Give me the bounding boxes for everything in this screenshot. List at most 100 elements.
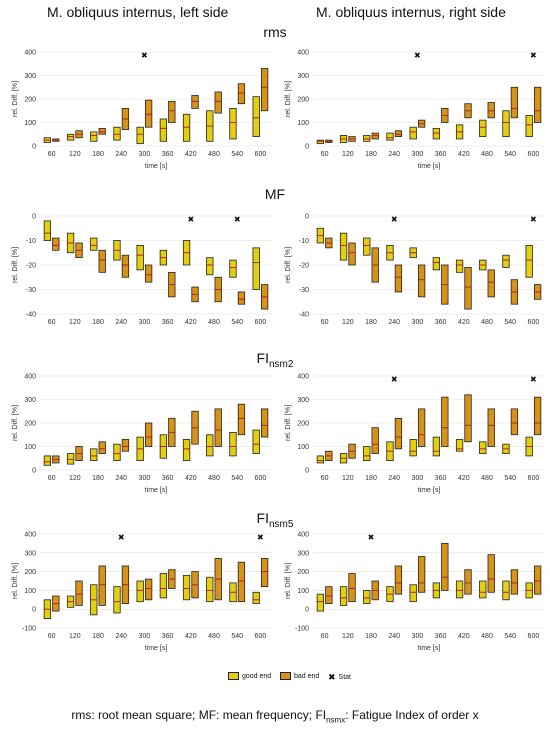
y-tick-label: 100 (297, 120, 309, 127)
good-end-box (502, 254, 510, 268)
good-end-box (363, 237, 371, 256)
stat-marker: ✖ (530, 51, 537, 60)
good-end-box (252, 96, 260, 138)
y-tick-label: 200 (297, 97, 309, 104)
good-end-box (252, 247, 260, 290)
stat-marker: ✖ (257, 533, 264, 542)
figure-caption: rms: root mean square; MF: mean frequenc… (0, 708, 550, 724)
good-end-box (90, 237, 98, 251)
row-title-rms-main: rms (263, 24, 287, 40)
bad-end-box (487, 554, 495, 593)
x-tick-label: 420 (458, 319, 470, 326)
bad-end-box (260, 68, 269, 112)
good-end-box (206, 257, 214, 276)
good-end-box (182, 113, 191, 142)
x-tick-label: 120 (342, 475, 354, 482)
bad-end-box (214, 91, 222, 114)
x-tick-label: 60 (48, 151, 56, 158)
y-tick-label: 300 (24, 550, 36, 557)
bad-end-box (441, 396, 449, 447)
legend-bad-end: bad end (280, 672, 319, 680)
x-tick-label: 600 (528, 633, 540, 640)
y-tick-label: 200 (24, 569, 36, 576)
x-tick-label: 180 (365, 475, 377, 482)
x-tick-label: 600 (255, 319, 267, 326)
chart-rms-left: 0 100 200 300 400 rel. Diff. [%] 60 120 180 240 30… (12, 50, 272, 170)
x-tick-label: 180 (365, 319, 377, 326)
bad-end-box (487, 269, 495, 298)
x-tick-label: 120 (69, 475, 81, 482)
y-tick-label: 0 (32, 468, 36, 475)
bad-end-box (441, 542, 449, 591)
x-tick-label: 420 (185, 475, 197, 482)
x-tick-label: 600 (255, 633, 267, 640)
x-tick-label: 420 (185, 151, 197, 158)
y-tick-label: 200 (297, 569, 309, 576)
y-tick-label: 200 (24, 97, 36, 104)
y-tick-label: 300 (297, 550, 309, 557)
row-title-fi2-main: FI (256, 350, 269, 366)
good-end-box (182, 574, 191, 601)
y-tick-label: 0 (305, 214, 309, 221)
x-tick-label: 180 (92, 475, 104, 482)
x-axis-label: time [s] (418, 645, 441, 652)
x-tick-label: 240 (388, 319, 400, 326)
y-tick-label: 300 (24, 397, 36, 404)
row-title-fi5-sub: nsm5 (269, 518, 294, 530)
bad-end-box (417, 264, 426, 298)
good-end-box (252, 591, 260, 604)
y-axis-label: rel. Diff. [%] (285, 247, 292, 283)
x-tick-label: 420 (458, 151, 470, 158)
bad-end-box (144, 264, 153, 283)
bad-end-box (533, 565, 542, 595)
stat-marker-icon: ✖ (328, 672, 336, 682)
x-tick-label: 300 (139, 475, 151, 482)
x-axis-label: time [s] (145, 163, 168, 170)
y-axis-label: rel. Diff. [%] (12, 81, 19, 117)
x-tick-label: 540 (231, 151, 243, 158)
bad-end-box (237, 403, 246, 436)
y-axis-label: rel. Diff. [%] (285, 563, 292, 599)
good-end-box (206, 434, 214, 457)
good-end-box (66, 453, 75, 465)
x-tick-label: 60 (321, 633, 329, 640)
x-tick-label: 540 (504, 475, 516, 482)
x-tick-label: 300 (139, 151, 151, 158)
x-tick-label: 180 (92, 319, 104, 326)
y-tick-label: -30 (26, 287, 36, 294)
x-tick-label: 240 (115, 319, 127, 326)
good-end-box (316, 593, 325, 612)
y-tick-label: 400 (297, 50, 309, 57)
y-tick-label: 100 (297, 588, 309, 595)
x-tick-label: 120 (69, 319, 81, 326)
bad-end-box (52, 237, 60, 251)
bad-end-box (394, 130, 403, 137)
y-axis-label: rel. Diff. [%] (12, 563, 19, 599)
y-tick-label: -100 (295, 626, 309, 633)
good-end-box (90, 448, 98, 461)
y-axis-label: rel. Diff. [%] (285, 405, 292, 441)
good-end-box (479, 119, 487, 138)
y-tick-label: 0 (305, 468, 309, 475)
x-tick-label: 540 (231, 319, 243, 326)
good-end-box (339, 232, 348, 261)
stat-marker: ✖ (368, 533, 375, 542)
x-tick-label: 600 (528, 319, 540, 326)
good-end-box (229, 259, 237, 278)
good-end-box (159, 118, 168, 142)
chart-fi2-left: 0 100 200 300 400 rel. Diff. [%] 60 120 180 240 30… (12, 374, 272, 494)
y-tick-label: -100 (22, 626, 36, 633)
caption-part1: rms: root mean square; MF: mean frequenc… (71, 708, 327, 722)
bad-end-box (98, 127, 106, 135)
x-tick-label: 540 (504, 633, 516, 640)
y-tick-label: 100 (297, 444, 309, 451)
x-tick-label: 120 (342, 633, 354, 640)
x-tick-label: 60 (321, 151, 329, 158)
x-axis-label: time [s] (418, 487, 441, 494)
x-tick-label: 540 (504, 319, 516, 326)
good-end-box (229, 432, 237, 457)
x-tick-label: 540 (231, 475, 243, 482)
x-tick-label: 420 (458, 633, 470, 640)
legend-good-label: good end (242, 672, 272, 680)
left-column-title: M. obliquus internus, left side (47, 4, 229, 20)
